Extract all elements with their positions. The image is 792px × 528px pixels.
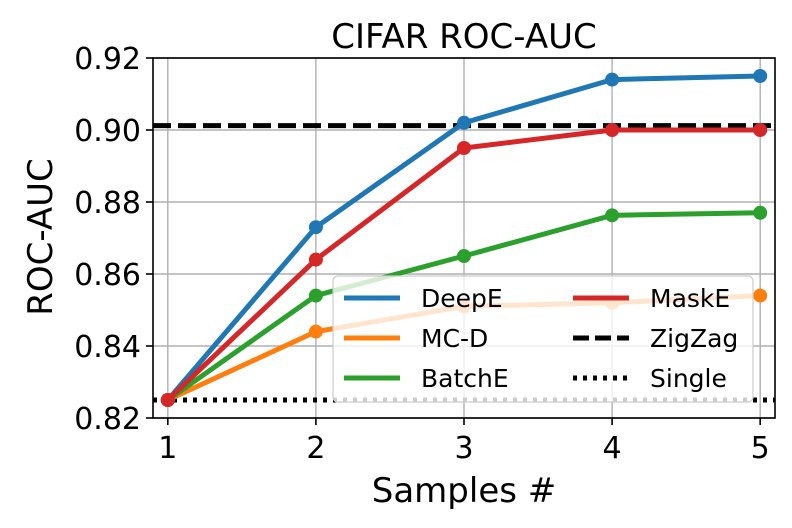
point-deepe-4 — [605, 72, 620, 87]
legend-label-batche: BatchE — [421, 364, 509, 393]
y-ticks: 0.82 0.84 0.86 0.88 0.90 0.92 — [74, 42, 153, 437]
legend-label-single: Single — [650, 364, 727, 393]
point-deepe-2 — [308, 220, 323, 235]
point-batche-2 — [308, 288, 323, 303]
y-tick-label: 0.84 — [74, 330, 141, 365]
y-tick-label: 0.82 — [74, 402, 141, 437]
x-tick-label: 5 — [751, 431, 770, 466]
legend-label-mc-d: MC-D — [421, 324, 488, 353]
y-tick-label: 0.86 — [74, 258, 141, 293]
point-batche-4 — [605, 208, 620, 223]
point-maske-5 — [753, 123, 768, 137]
point-maske-4 — [605, 123, 620, 137]
legend-label-maske: MaskE — [650, 284, 730, 313]
point-maske-3 — [457, 141, 471, 155]
legend: DeepE MC-D BatchE MaskE ZigZag Single — [332, 275, 754, 403]
series-lines — [160, 69, 768, 407]
legend-box — [332, 275, 754, 403]
x-tick-label: 4 — [603, 431, 622, 466]
point-mc-d-2 — [308, 324, 323, 339]
point-deepe-5 — [753, 69, 768, 83]
point-maske-2 — [308, 252, 323, 267]
x-tick-label: 3 — [454, 431, 473, 466]
y-tick-label: 0.90 — [74, 114, 141, 149]
y-axis-label: ROC-AUC — [21, 158, 61, 316]
legend-label-zigzag: ZigZag — [650, 324, 738, 353]
point-maske-1 — [160, 393, 175, 407]
x-tick-label: 1 — [158, 431, 177, 466]
point-deepe-3 — [457, 115, 471, 130]
y-tick-label: 0.88 — [74, 186, 141, 221]
x-ticks: 1 2 3 4 5 — [158, 418, 770, 466]
x-tick-label: 2 — [306, 431, 325, 466]
x-axis-label: Samples # — [372, 471, 557, 511]
chart-title: CIFAR ROC-AUC — [331, 17, 596, 57]
y-tick-label: 0.92 — [74, 42, 141, 77]
point-batche-5 — [753, 205, 768, 220]
legend-label-deepe: DeepE — [421, 284, 503, 313]
point-mc-d-5 — [753, 288, 768, 303]
point-batche-3 — [457, 249, 471, 263]
